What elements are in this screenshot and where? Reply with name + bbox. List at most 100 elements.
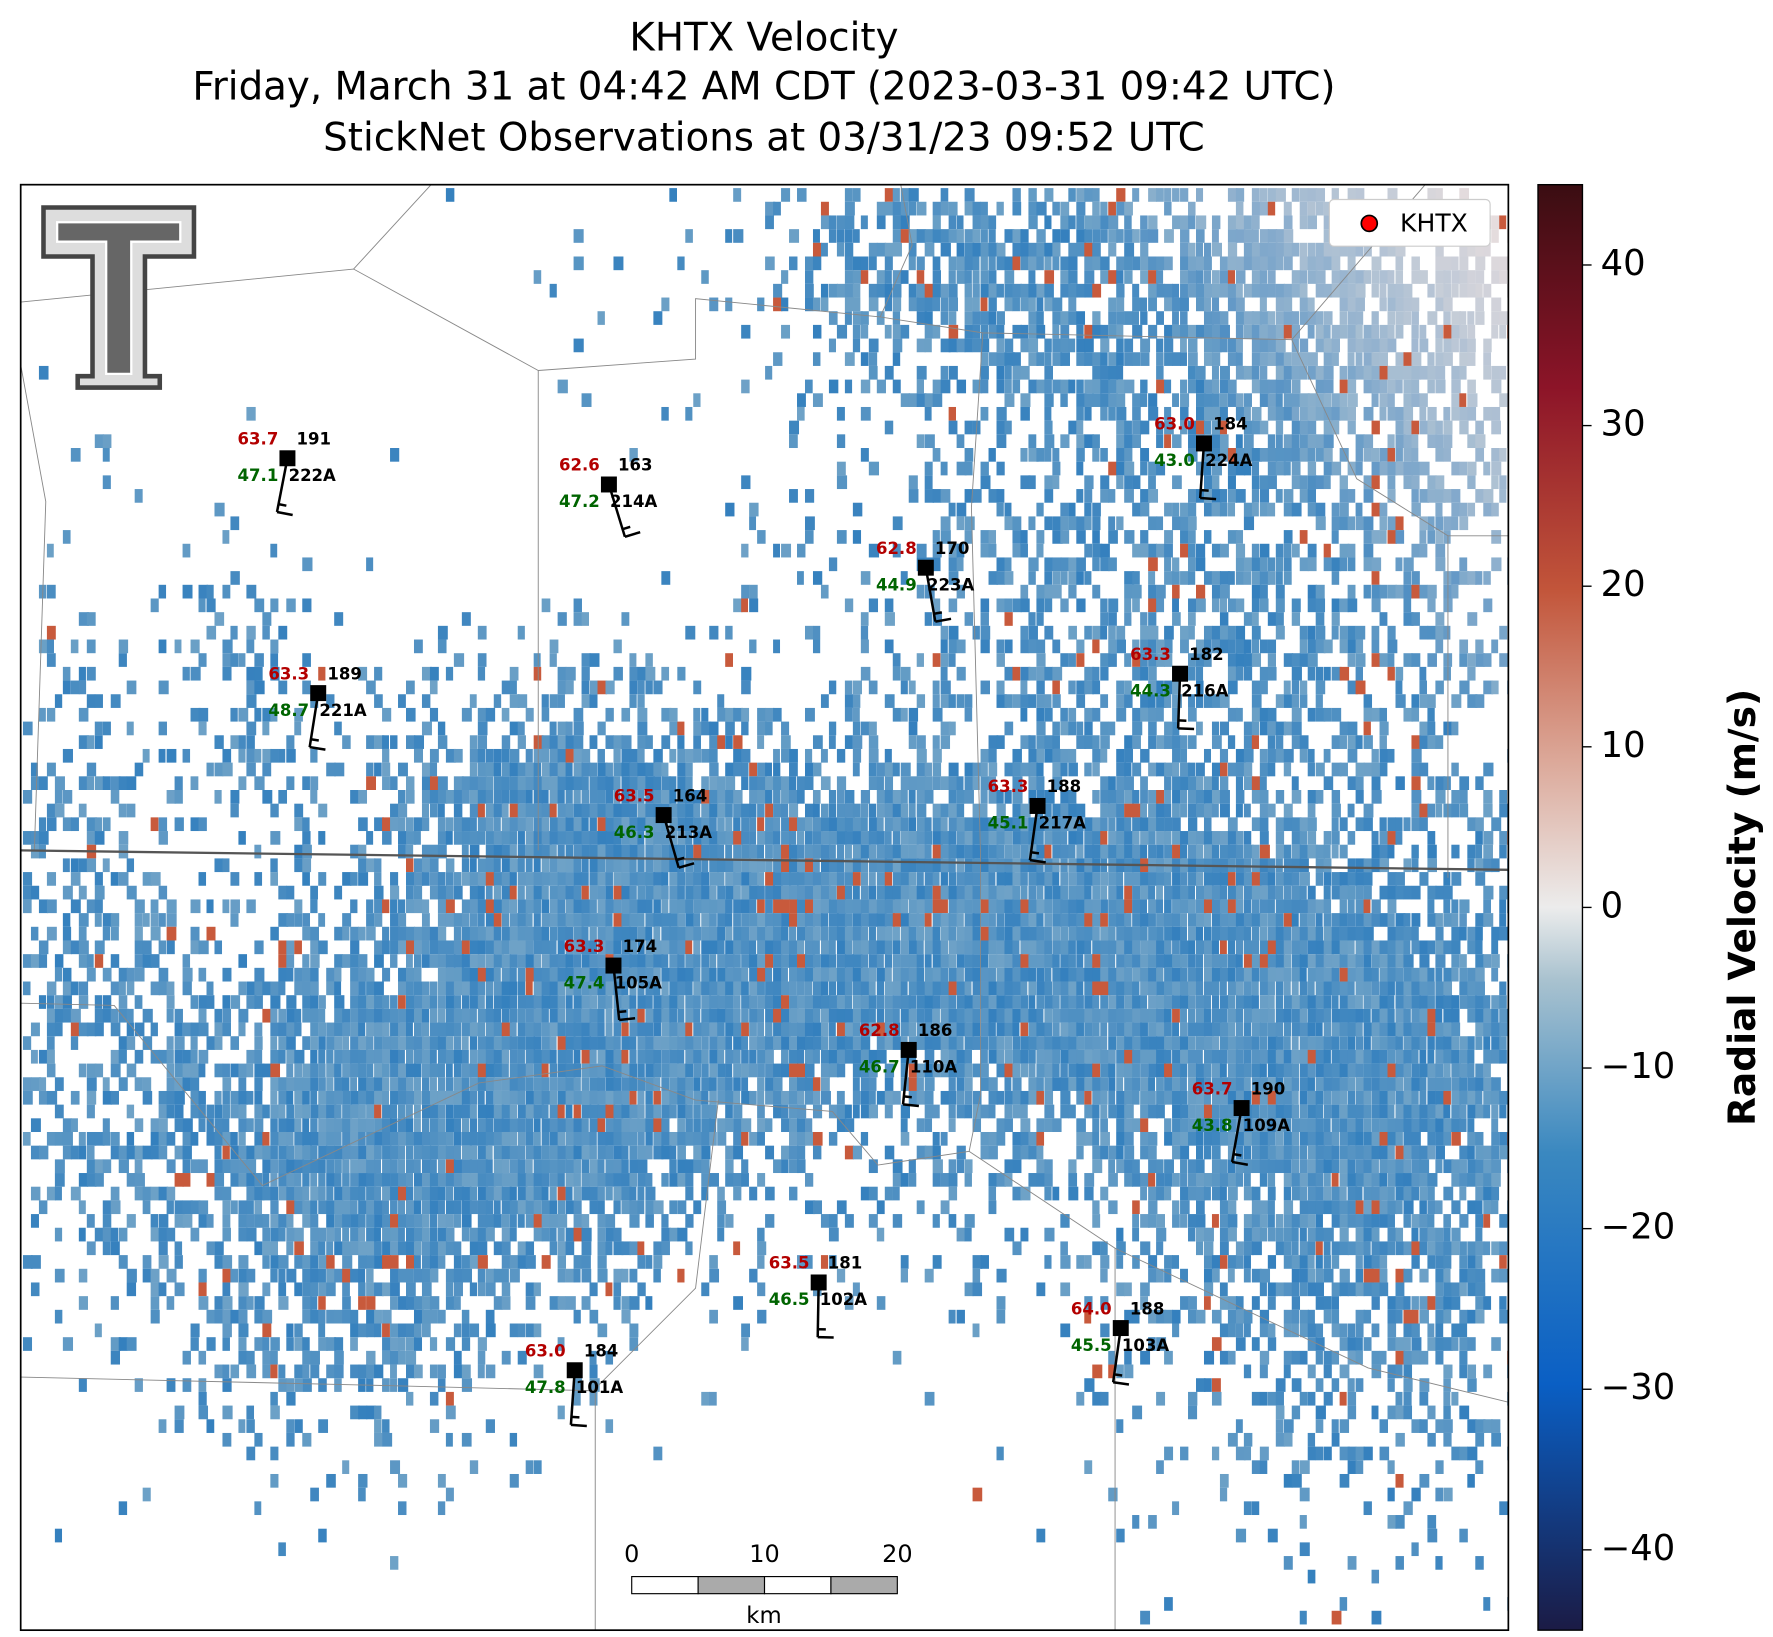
radar-echo: [828, 215, 837, 230]
radar-echo: [350, 967, 360, 982]
radar-echo: [222, 639, 233, 654]
radar-echo: [62, 995, 72, 1009]
radar-echo: [757, 872, 765, 886]
radar-echo: [278, 954, 287, 968]
radar-echo: [836, 776, 847, 791]
radar-echo: [820, 1090, 831, 1105]
radar-echo: [565, 954, 574, 968]
radar-echo: [581, 790, 590, 804]
radar-echo: [573, 913, 584, 927]
radar-echo: [940, 899, 948, 914]
radar-echo: [836, 967, 846, 982]
radar-echo: [797, 954, 807, 968]
radar-echo: [30, 885, 40, 900]
radar-echo: [597, 803, 607, 818]
radar-echo: [940, 858, 951, 873]
radar-echo: [501, 1350, 511, 1365]
radar-echo: [956, 940, 966, 955]
radar-echo: [573, 1309, 581, 1324]
radar-echo: [828, 899, 840, 914]
radar-echo: [781, 885, 791, 900]
radar-echo: [1020, 242, 1030, 257]
radar-echo: [190, 926, 200, 941]
radar-echo: [725, 940, 735, 955]
radar-echo: [677, 858, 685, 873]
radar-echo: [102, 995, 112, 1009]
radar-echo: [158, 721, 167, 736]
radar-echo: [908, 297, 919, 312]
radar-echo: [884, 1008, 894, 1023]
radar-echo: [741, 844, 751, 859]
radar-echo: [326, 1200, 336, 1215]
radar-echo: [892, 803, 903, 818]
radar-echo: [1060, 1008, 1070, 1023]
radar-echo: [413, 1309, 424, 1324]
radar-echo: [126, 1063, 137, 1078]
radar-echo: [142, 748, 150, 763]
radar-echo: [30, 1214, 39, 1228]
radar-echo: [214, 858, 224, 873]
radar-echo: [709, 748, 718, 763]
radar-echo: [996, 598, 1007, 613]
radar-echo: [677, 1131, 688, 1146]
radar-echo: [884, 831, 892, 845]
radar-echo: [956, 338, 966, 353]
radar-echo: [198, 1268, 207, 1283]
radar-echo: [206, 584, 214, 599]
radar-echo: [78, 858, 88, 873]
radar-echo: [118, 1255, 128, 1269]
radar-echo: [948, 229, 958, 243]
radar-echo: [1020, 926, 1030, 941]
radar-echo: [262, 1104, 270, 1119]
radar-echo: [198, 598, 206, 613]
radar-echo: [621, 735, 632, 749]
radar-echo: [557, 1145, 567, 1160]
radar-echo: [892, 1008, 900, 1023]
radar-echo: [30, 831, 40, 845]
radar-echo: [477, 885, 485, 900]
radar-echo: [900, 803, 909, 818]
radar-echo: [230, 790, 240, 804]
radar-echo: [637, 680, 645, 695]
radar-echo: [374, 1145, 382, 1160]
radar-echo: [485, 803, 496, 818]
radar-echo: [733, 940, 743, 955]
radar-echo: [1076, 885, 1086, 900]
radar-echo: [1076, 215, 1085, 230]
radar-echo: [597, 1241, 606, 1256]
radar-echo: [765, 1186, 775, 1201]
radar-echo: [765, 256, 775, 271]
radar-echo: [525, 1460, 534, 1474]
radar-echo: [1060, 256, 1071, 271]
radar-echo: [222, 1077, 232, 1091]
radar-echo: [222, 1159, 231, 1174]
radar-echo: [804, 516, 815, 531]
radar-echo: [1020, 1022, 1029, 1037]
radar-echo: [924, 393, 934, 407]
radar-echo: [358, 1118, 368, 1132]
radar-echo: [318, 666, 326, 681]
radar-echo: [781, 1022, 791, 1037]
radar-echo: [1020, 448, 1028, 462]
radar-echo: [533, 1036, 542, 1050]
radar-echo: [812, 256, 822, 271]
radar-echo: [605, 1350, 614, 1365]
radar-echo: [852, 707, 860, 722]
radar-echo: [573, 762, 584, 777]
radar-echo: [980, 817, 989, 832]
radar-echo: [1076, 1036, 1085, 1050]
radar-echo: [573, 844, 582, 859]
radar-echo: [1004, 639, 1013, 654]
radar-echo: [701, 803, 710, 818]
radar-echo: [1076, 571, 1084, 585]
radar-echo: [1004, 612, 1013, 626]
radar-echo: [445, 872, 454, 886]
radar-echo: [62, 967, 72, 982]
radar-echo: [868, 721, 877, 736]
radar-echo: [669, 1173, 679, 1187]
radar-echo: [605, 967, 615, 982]
radar-echo: [222, 1296, 233, 1310]
radar-echo: [421, 1118, 430, 1132]
radar-echo: [884, 1036, 893, 1050]
radar-echo: [804, 954, 816, 968]
